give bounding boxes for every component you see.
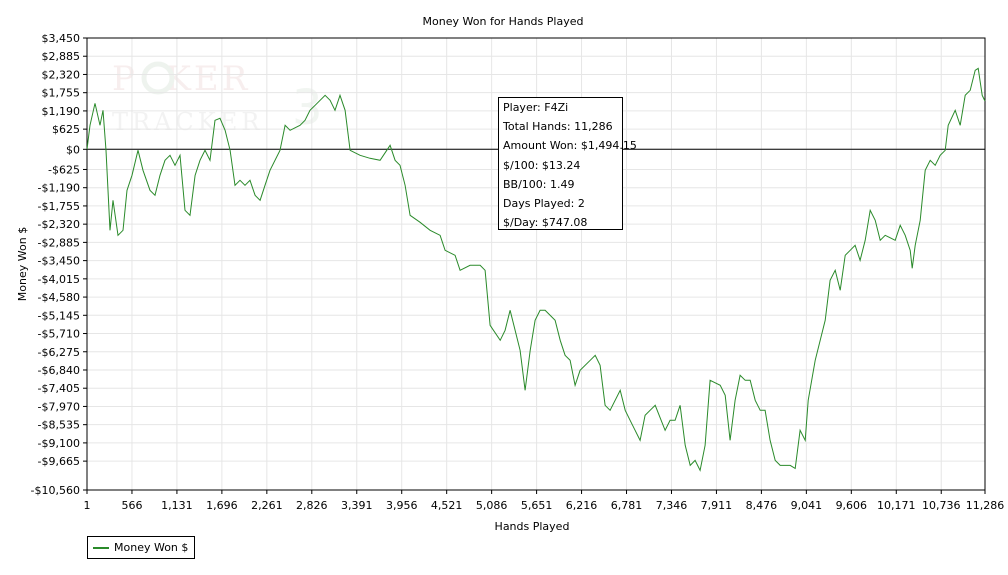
tooltip-amount-won: Amount Won: $1,494.15 [503, 139, 637, 153]
x-tick-label: 10,736 [922, 499, 961, 512]
x-tick-label: 8,476 [746, 499, 778, 512]
x-tick-label: 6,781 [611, 499, 643, 512]
watermark: P KER TRACKER 3 [112, 59, 323, 136]
y-tick-label: -$10,560 [31, 484, 80, 497]
x-tick-label: 1,131 [161, 499, 193, 512]
tooltip-player: Player: F4Zi [503, 101, 569, 114]
x-tick-label: 2,826 [296, 499, 328, 512]
watermark-mark: 3 [292, 80, 323, 136]
x-axis: 1 566 1,131 1,696 2,261 2,826 3,391 3,956 4,521 5… [84, 490, 1005, 512]
tooltip-days-played: Days Played: 2 [503, 197, 585, 211]
x-tick-label: 2,261 [251, 499, 283, 512]
legend-swatch [93, 546, 109, 549]
x-tick-label: 1,696 [206, 499, 238, 512]
x-tick-label: 7,346 [656, 499, 688, 512]
y-axis: $3,450 $2,885 $2,320 $1,755 $1,190 $625 $0 -$62… [31, 32, 87, 497]
y-tick-label: $3,450 [42, 32, 81, 45]
y-tick-label: -$3,450 [38, 255, 80, 268]
y-tick-label: $2,320 [42, 68, 81, 81]
y-tick-label: -$1,190 [38, 182, 80, 195]
y-tick-label: -$625 [48, 163, 80, 176]
y-tick-label: -$1,755 [38, 200, 80, 213]
plot-border [86, 37, 986, 491]
tooltip-bb-100: BB/100: 1.49 [503, 177, 575, 191]
y-tick-label: -$7,970 [38, 400, 80, 413]
x-tick-label: 3,391 [341, 499, 373, 512]
tooltip-total-hands: Total Hands: 11,286 [503, 120, 613, 134]
x-tick-label: 10,171 [877, 499, 916, 512]
y-tick-label: -$4,580 [38, 291, 80, 304]
y-tick-label: -$8,535 [38, 419, 80, 432]
y-tick-label: -$2,885 [38, 236, 80, 249]
x-tick-label: 7,911 [701, 499, 733, 512]
y-tick-label: -$7,405 [38, 382, 80, 395]
x-tick-label: 9,606 [836, 499, 868, 512]
y-tick-label: -$4,015 [38, 273, 80, 286]
x-tick-label: 11,286 [966, 499, 1005, 512]
legend: Money Won $ [87, 536, 196, 559]
x-tick-label: 4,521 [431, 499, 463, 512]
y-tick-label: -$5,710 [38, 328, 80, 341]
x-tick-label: 6,216 [566, 499, 598, 512]
y-tick-label: -$6,840 [38, 364, 80, 377]
y-tick-label: -$9,100 [38, 437, 80, 450]
legend-label: Money Won $ [114, 541, 189, 554]
x-tick-label: 566 [121, 499, 142, 512]
y-tick-label: -$5,145 [38, 309, 80, 322]
y-tick-label: -$9,665 [38, 455, 80, 468]
y-tick-label: $1,755 [42, 87, 81, 100]
watermark-chip-icon [141, 61, 175, 95]
y-tick-label: $0 [66, 143, 80, 156]
y-axis-label: Money Won $ [16, 227, 29, 301]
x-tick-label: 1 [84, 499, 91, 512]
y-tick-label: -$6,275 [38, 346, 80, 359]
x-tick-label: 3,956 [386, 499, 418, 512]
y-tick-label: $625 [52, 123, 80, 136]
x-tick-label: 5,651 [521, 499, 553, 512]
y-tick-label: -$2,320 [38, 218, 80, 231]
series-line-money-won [86, 67, 986, 472]
y-tick-label: $1,190 [42, 105, 81, 118]
watermark-tracker: TRACKER [112, 108, 263, 136]
x-tick-label: 5,086 [476, 499, 508, 512]
y-tick-label: $2,885 [42, 50, 81, 63]
player-stats-tooltip: Player: F4Zi Total Hands: 11,286 Amount … [498, 97, 637, 230]
chart-title: Money Won for Hands Played [423, 15, 584, 28]
tooltip-per-day: $/Day: $747.08 [503, 216, 588, 230]
x-tick-label: 9,041 [791, 499, 823, 512]
x-axis-label: Hands Played [495, 520, 570, 533]
tooltip-per-100: $/100: $13.24 [503, 158, 581, 172]
